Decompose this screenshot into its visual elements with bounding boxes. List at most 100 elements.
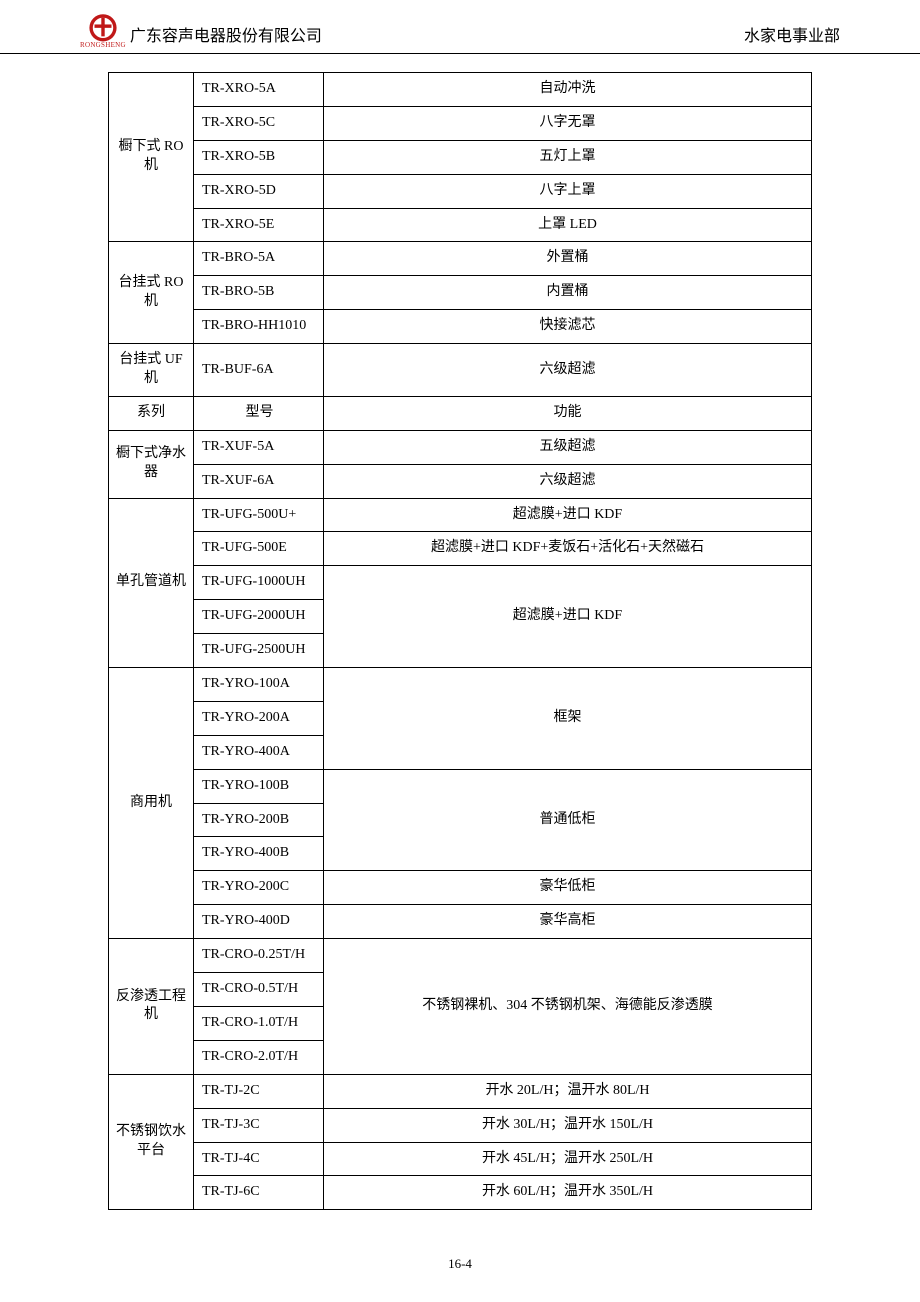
- model-cell: TR-BRO-5A: [194, 242, 324, 276]
- model-cell: TR-CRO-2.0T/H: [194, 1040, 324, 1074]
- function-cell: 上罩 LED: [324, 208, 812, 242]
- function-cell: 超滤膜+进口 KDF+麦饭石+活化石+天然磁石: [324, 532, 812, 566]
- model-cell: TR-BRO-HH1010: [194, 310, 324, 344]
- table-row: TR-BRO-5B内置桶: [109, 276, 812, 310]
- function-cell: 八字无罩: [324, 106, 812, 140]
- function-cell: 超滤膜+进口 KDF: [324, 498, 812, 532]
- function-cell: 豪华高柜: [324, 905, 812, 939]
- model-cell: TR-YRO-200C: [194, 871, 324, 905]
- model-cell: TR-UFG-2000UH: [194, 600, 324, 634]
- table-row: TR-XUF-6A六级超滤: [109, 464, 812, 498]
- logo-wrap: RONGSHENG: [80, 12, 126, 49]
- table-row: 台挂式 RO 机TR-BRO-5A外置桶: [109, 242, 812, 276]
- model-cell: TR-YRO-200B: [194, 803, 324, 837]
- function-cell: 超滤膜+进口 KDF: [324, 566, 812, 668]
- model-cell: 型号: [194, 396, 324, 430]
- function-cell: 普通低柜: [324, 769, 812, 871]
- model-cell: TR-CRO-0.5T/H: [194, 973, 324, 1007]
- model-cell: TR-XUF-6A: [194, 464, 324, 498]
- page-header: RONGSHENG 广东容声电器股份有限公司 水家电事业部: [0, 0, 920, 54]
- table-row: TR-UFG-500E超滤膜+进口 KDF+麦饭石+活化石+天然磁石: [109, 532, 812, 566]
- function-cell: 六级超滤: [324, 344, 812, 397]
- table-row: TR-YRO-400D豪华高柜: [109, 905, 812, 939]
- function-cell: 功能: [324, 396, 812, 430]
- model-cell: TR-YRO-100B: [194, 769, 324, 803]
- table-row: TR-XRO-5D八字上罩: [109, 174, 812, 208]
- table-row: 单孔管道机TR-UFG-500U+超滤膜+进口 KDF: [109, 498, 812, 532]
- model-cell: TR-UFG-500E: [194, 532, 324, 566]
- model-cell: TR-UFG-1000UH: [194, 566, 324, 600]
- series-cell: 台挂式 UF 机: [109, 344, 194, 397]
- model-cell: TR-CRO-0.25T/H: [194, 939, 324, 973]
- model-cell: TR-YRO-200A: [194, 701, 324, 735]
- table-container: 橱下式 RO 机TR-XRO-5A自动冲洗TR-XRO-5C八字无罩TR-XRO…: [0, 54, 920, 1210]
- function-cell: 内置桶: [324, 276, 812, 310]
- table-row: TR-TJ-3C开水 30L/H；温开水 150L/H: [109, 1108, 812, 1142]
- logo-brand-text: RONGSHENG: [80, 41, 126, 49]
- model-cell: TR-XRO-5B: [194, 140, 324, 174]
- series-cell: 橱下式 RO 机: [109, 73, 194, 242]
- header-left: RONGSHENG 广东容声电器股份有限公司: [80, 12, 322, 49]
- model-cell: TR-TJ-4C: [194, 1142, 324, 1176]
- function-cell: 自动冲洗: [324, 73, 812, 107]
- series-cell: 反渗透工程机: [109, 939, 194, 1075]
- model-cell: TR-YRO-400A: [194, 735, 324, 769]
- company-name: 广东容声电器股份有限公司: [130, 22, 322, 49]
- series-cell: 商用机: [109, 668, 194, 939]
- model-cell: TR-XRO-5E: [194, 208, 324, 242]
- model-cell: TR-TJ-3C: [194, 1108, 324, 1142]
- model-cell: TR-TJ-6C: [194, 1176, 324, 1210]
- table-row: TR-TJ-6C开水 60L/H；温开水 350L/H: [109, 1176, 812, 1210]
- function-cell: 开水 60L/H；温开水 350L/H: [324, 1176, 812, 1210]
- function-cell: 豪华低柜: [324, 871, 812, 905]
- table-row: 橱下式 RO 机TR-XRO-5A自动冲洗: [109, 73, 812, 107]
- page-number: 16-4: [0, 1210, 920, 1292]
- model-cell: TR-YRO-100A: [194, 668, 324, 702]
- function-cell: 五级超滤: [324, 430, 812, 464]
- rongsheng-logo-icon: [86, 12, 120, 42]
- model-cell: TR-TJ-2C: [194, 1074, 324, 1108]
- table-row: TR-XRO-5B五灯上罩: [109, 140, 812, 174]
- model-cell: TR-XRO-5D: [194, 174, 324, 208]
- series-cell: 单孔管道机: [109, 498, 194, 667]
- table-row: 系列型号功能: [109, 396, 812, 430]
- function-cell: 八字上罩: [324, 174, 812, 208]
- function-cell: 六级超滤: [324, 464, 812, 498]
- series-cell: 橱下式净水器: [109, 430, 194, 498]
- model-cell: TR-XRO-5A: [194, 73, 324, 107]
- function-cell: 开水 20L/H；温开水 80L/H: [324, 1074, 812, 1108]
- model-cell: TR-XUF-5A: [194, 430, 324, 464]
- model-cell: TR-XRO-5C: [194, 106, 324, 140]
- table-row: TR-YRO-200C豪华低柜: [109, 871, 812, 905]
- function-cell: 外置桶: [324, 242, 812, 276]
- table-row: 反渗透工程机TR-CRO-0.25T/H不锈钢裸机、304 不锈钢机架、海德能反…: [109, 939, 812, 973]
- table-row: TR-BRO-HH1010快接滤芯: [109, 310, 812, 344]
- series-cell: 系列: [109, 396, 194, 430]
- division-name: 水家电事业部: [744, 22, 840, 49]
- function-cell: 开水 45L/H；温开水 250L/H: [324, 1142, 812, 1176]
- model-cell: TR-CRO-1.0T/H: [194, 1006, 324, 1040]
- table-row: TR-XRO-5E上罩 LED: [109, 208, 812, 242]
- table-row: TR-YRO-100B普通低柜: [109, 769, 812, 803]
- table-row: TR-TJ-4C开水 45L/H；温开水 250L/H: [109, 1142, 812, 1176]
- series-cell: 台挂式 RO 机: [109, 242, 194, 344]
- product-spec-table: 橱下式 RO 机TR-XRO-5A自动冲洗TR-XRO-5C八字无罩TR-XRO…: [108, 72, 812, 1210]
- model-cell: TR-BUF-6A: [194, 344, 324, 397]
- table-row: 不锈钢饮水平台TR-TJ-2C开水 20L/H；温开水 80L/H: [109, 1074, 812, 1108]
- table-row: 橱下式净水器TR-XUF-5A五级超滤: [109, 430, 812, 464]
- table-row: TR-XRO-5C八字无罩: [109, 106, 812, 140]
- function-cell: 不锈钢裸机、304 不锈钢机架、海德能反渗透膜: [324, 939, 812, 1075]
- function-cell: 开水 30L/H；温开水 150L/H: [324, 1108, 812, 1142]
- model-cell: TR-UFG-2500UH: [194, 634, 324, 668]
- table-row: 商用机TR-YRO-100A框架: [109, 668, 812, 702]
- model-cell: TR-YRO-400B: [194, 837, 324, 871]
- series-cell: 不锈钢饮水平台: [109, 1074, 194, 1210]
- table-row: TR-UFG-1000UH超滤膜+进口 KDF: [109, 566, 812, 600]
- model-cell: TR-UFG-500U+: [194, 498, 324, 532]
- function-cell: 框架: [324, 668, 812, 770]
- model-cell: TR-YRO-400D: [194, 905, 324, 939]
- table-row: 台挂式 UF 机TR-BUF-6A六级超滤: [109, 344, 812, 397]
- function-cell: 快接滤芯: [324, 310, 812, 344]
- function-cell: 五灯上罩: [324, 140, 812, 174]
- model-cell: TR-BRO-5B: [194, 276, 324, 310]
